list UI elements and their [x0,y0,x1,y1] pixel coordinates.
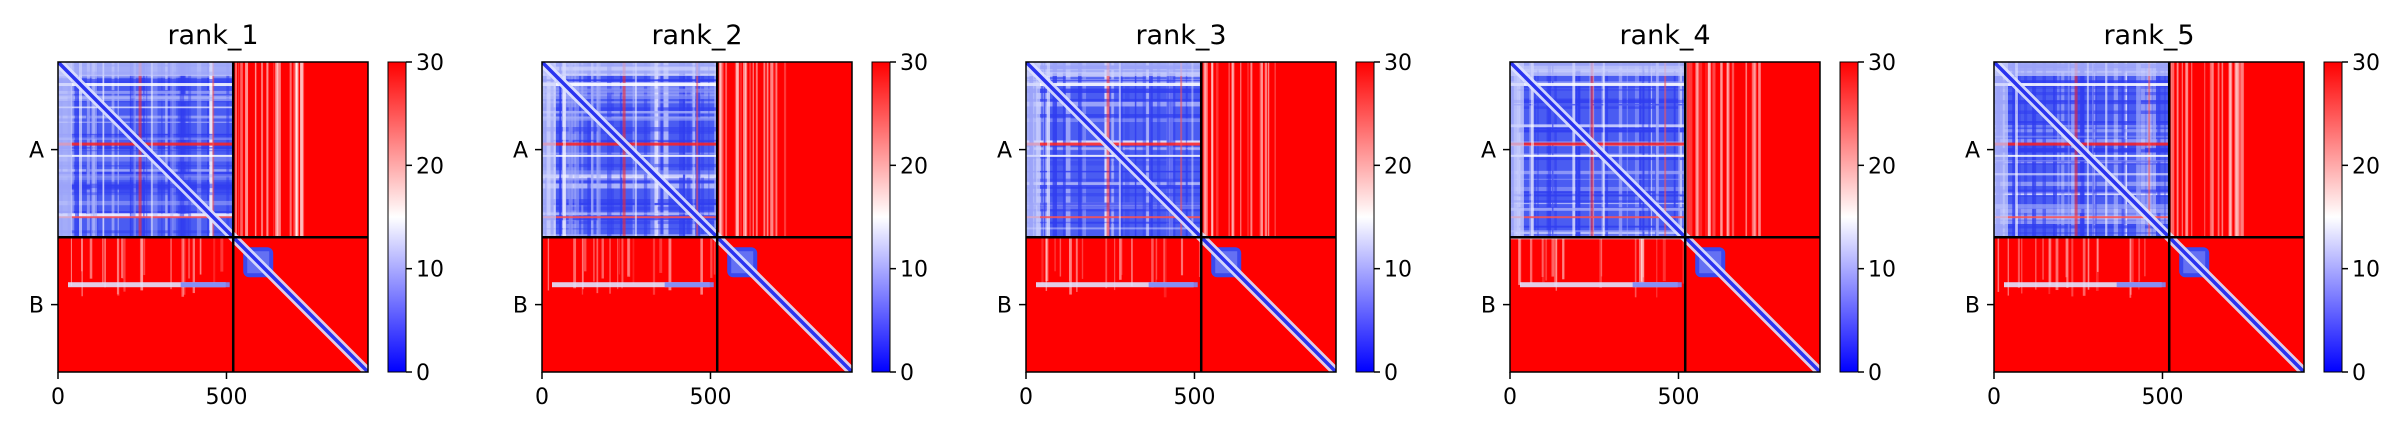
colorbar-tick-label: 0 [900,361,914,386]
x-tick-label: 0 [1019,385,1033,410]
panel-title: rank_2 [651,20,742,51]
axes-frame [57,61,369,373]
colorbar-tick-label: 0 [416,361,430,386]
axes-frame [1993,61,2305,373]
x-tick-label: 500 [689,385,731,410]
y-tick-label-B: B [29,294,44,319]
panel-title: rank_1 [167,20,258,51]
panel-title: rank_3 [1135,20,1226,51]
pae-panel-1: rank_1 A B 0 500 0 10 20 30 [29,20,444,410]
y-tick-label-A: A [1965,139,1980,164]
y-tick-label-A: A [29,139,44,164]
colorbar-tick-label: 30 [1868,51,1896,76]
colorbar-tick-label: 10 [2352,258,2380,283]
y-tick-label-A: A [513,139,528,164]
pae-panel-5: rank_5 A B 0 500 0 10 20 30 [1965,20,2380,410]
x-tick-label: 500 [205,385,247,410]
colorbar-tick-label: 0 [1384,361,1398,386]
heatmap [58,62,368,372]
heatmap [1994,62,2304,372]
y-tick-label-B: B [997,294,1012,319]
x-tick-label: 0 [51,385,65,410]
axes-frame [541,61,853,373]
heatmap [542,62,852,372]
x-tick-label: 0 [1503,385,1517,410]
colorbar-tick-label: 20 [416,154,444,179]
axes-frame [1509,61,1821,373]
colorbar [871,61,891,373]
colorbar-tick-label: 20 [1384,154,1412,179]
colorbar-tick-label: 20 [2352,154,2380,179]
colorbar-tick-label: 30 [416,51,444,76]
colorbar-tick-label: 20 [900,154,928,179]
colorbar-tick-label: 10 [900,258,928,283]
colorbar-tick-label: 10 [416,258,444,283]
y-tick-label-A: A [997,139,1012,164]
colorbar [1355,61,1375,373]
pae-panel-3: rank_3 A B 0 500 0 10 20 30 [997,20,1412,410]
colorbar-tick-label: 0 [2352,361,2366,386]
panel-title: rank_5 [2103,20,2194,51]
colorbar-tick-label: 20 [1868,154,1896,179]
colorbar [2323,61,2343,373]
x-tick-label: 500 [1657,385,1699,410]
y-tick-label-B: B [1481,294,1496,319]
colorbar [387,61,407,373]
x-tick-label: 500 [1173,385,1215,410]
x-tick-label: 0 [535,385,549,410]
colorbar-tick-label: 30 [900,51,928,76]
panel-title: rank_4 [1619,20,1710,51]
colorbar-tick-label: 10 [1868,258,1896,283]
x-tick-label: 500 [2141,385,2183,410]
heatmap [1510,62,1820,372]
colorbar-tick-label: 30 [2352,51,2380,76]
colorbar-tick-label: 10 [1384,258,1412,283]
colorbar-tick-label: 30 [1384,51,1412,76]
colorbar-tick-label: 0 [1868,361,1882,386]
x-tick-label: 0 [1987,385,2001,410]
colorbar [1839,61,1859,373]
pae-panel-4: rank_4 A B 0 500 0 10 20 30 [1481,20,1896,410]
y-tick-label-B: B [1965,294,1980,319]
axes-frame [1025,61,1337,373]
y-tick-label-A: A [1481,139,1496,164]
heatmap [1026,62,1336,372]
pae-panel-2: rank_2 A B 0 500 0 10 20 30 [513,20,928,410]
y-tick-label-B: B [513,294,528,319]
